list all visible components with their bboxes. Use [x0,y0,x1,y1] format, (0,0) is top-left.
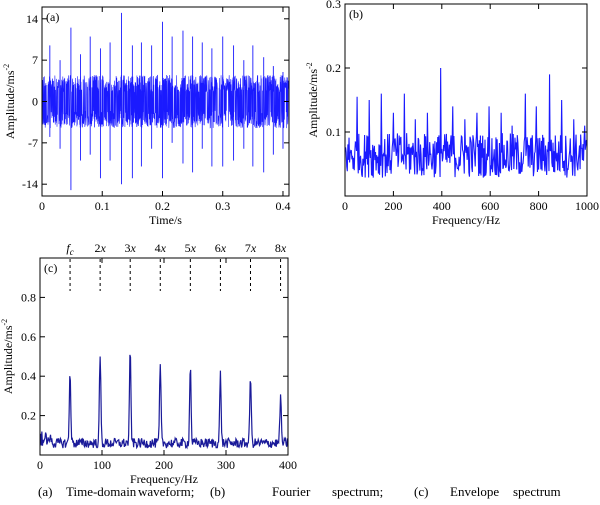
panel-label: (a) [46,10,59,24]
plot-frame [39,257,289,456]
x-tick-label: 0 [342,199,348,213]
x-tick-label: 0 [37,458,43,472]
y-tick-label: 0 [32,95,38,109]
harmonic-label: 3x [125,241,137,255]
panel-label: (c) [44,261,57,275]
chart-panel-a: 0 0.1 0.2 0.3 0.4 14 7 0 -7 -14 Time/s Amplitude/ms… [2,6,290,227]
y-tick-label: 0.1 [326,125,341,139]
harmonic-label: 7x [245,241,257,255]
caption-word: spectrum; [332,484,384,499]
y-axis-label: Amplitude/ms-2 [2,64,17,139]
x-tick-label: 400 [433,199,451,213]
y-tick-label: 14 [26,12,38,26]
chart-panel-c: fc 2x 3x 4x 5x 6x 7x 8x 100 200 300 400 0.8 0.6 0.4 0.2… [0,241,297,486]
x-tick-label: 0.3 [215,199,230,213]
x-tick-label: 800 [530,199,548,213]
y-tick-label: 7 [32,53,38,67]
y-tick-label: 0.3 [326,0,341,11]
x-tick-label: 400 [279,458,297,472]
harmonic-label: 6x [215,241,227,255]
plot-area [345,67,587,178]
x-axis-label: Time/s [149,213,182,227]
chart-panel-b: 200 400 600 800 1000 0.3 0.2 0.1 0 Frequency/Hz Am… [305,0,599,227]
harmonic-label: 8x [275,241,287,255]
y-tick-label: -7 [28,136,38,150]
caption-word: Time-domain [66,484,137,499]
y-tick-label: 0.6 [21,330,36,344]
caption-word: Envelope [450,484,500,499]
caption-word: (a) [38,484,53,499]
x-tick-label: 0.2 [155,199,170,213]
caption-word: spectrum [513,484,561,499]
x-axis-label: Frequency/Hz [432,213,500,227]
harmonic-label: 4x [155,241,167,255]
caption-word: (b) [210,484,226,499]
caption-word: Fourier [272,484,311,499]
x-tick-label: 1000 [575,199,599,213]
x-tick-label: 0.1 [95,199,110,213]
y-axis-label: Amplitude/ms-2 [0,319,15,394]
caption-word: waveform; [138,484,195,499]
x-tick-label: 0.4 [275,199,290,213]
waveform-trace [42,74,289,129]
y-axis-label: Amplitude/ms-2 [305,62,320,137]
x-tick-label: 300 [217,458,235,472]
x-tick-label: 0 [39,199,45,213]
x-tick-label: 200 [384,199,402,213]
plot-area [40,354,288,450]
y-tick-label: 0.4 [21,369,36,383]
harmonic-label: 5x [185,241,197,255]
plot-area [42,12,289,191]
plot-frame [344,3,588,197]
harmonic-label: 2x [94,241,106,255]
x-axis-label: Frequency/Hz [130,472,198,486]
x-tick-label: 600 [481,199,499,213]
y-tick-label: -14 [22,177,38,191]
harmonic-label: fc [66,241,73,257]
y-tick-label: 0.8 [21,290,36,304]
fourier-spectrum-trace [345,67,587,178]
y-tick-label: 0.2 [21,409,36,423]
panel-label: (b) [349,7,363,21]
y-tick-label: 0.2 [326,61,341,75]
x-tick-label: 200 [155,458,173,472]
caption-word: (c) [414,484,429,499]
x-tick-label: 100 [93,458,111,472]
envelope-spectrum-trace [40,354,288,450]
